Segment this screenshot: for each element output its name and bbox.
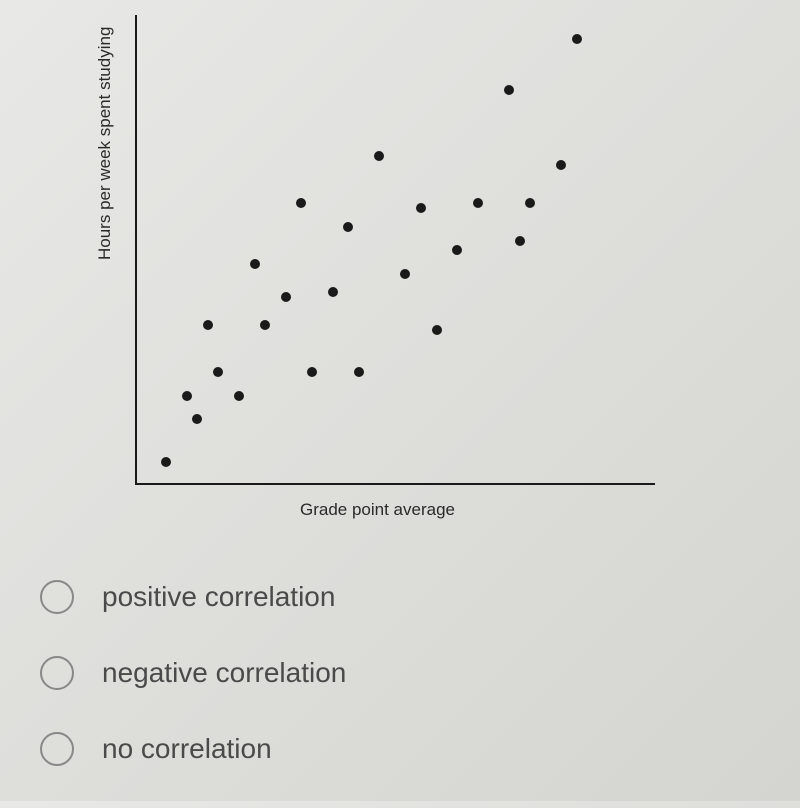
scatter-point	[400, 269, 410, 279]
scatter-point	[432, 325, 442, 335]
x-axis-line	[135, 483, 655, 485]
scatter-point	[354, 367, 364, 377]
option-label: no correlation	[102, 733, 272, 765]
option-label: positive correlation	[102, 581, 335, 613]
scatter-point	[452, 245, 462, 255]
option-label: negative correlation	[102, 657, 346, 689]
scatter-point	[515, 236, 525, 246]
scatter-point	[182, 391, 192, 401]
scatter-point	[374, 151, 384, 161]
scatter-point	[203, 320, 213, 330]
y-axis-label: Hours per week spent studying	[95, 27, 115, 260]
scatter-point	[343, 222, 353, 232]
scatter-point	[296, 198, 306, 208]
scatter-point	[192, 414, 202, 424]
scatter-point	[556, 160, 566, 170]
scatter-point	[504, 85, 514, 95]
x-axis-label: Grade point average	[300, 500, 455, 520]
scatter-chart: Hours per week spent studying Grade poin…	[115, 0, 675, 530]
scatter-point	[250, 259, 260, 269]
radio-button[interactable]	[40, 732, 74, 766]
option-row[interactable]: no correlation	[40, 732, 740, 766]
option-row[interactable]: positive correlation	[40, 580, 740, 614]
radio-button[interactable]	[40, 580, 74, 614]
scatter-point	[234, 391, 244, 401]
option-row[interactable]: negative correlation	[40, 656, 740, 690]
scatter-point	[161, 457, 171, 467]
radio-button[interactable]	[40, 656, 74, 690]
y-axis-line	[135, 15, 137, 485]
scatter-point	[525, 198, 535, 208]
scatter-point	[281, 292, 291, 302]
scatter-point	[416, 203, 426, 213]
scatter-point	[473, 198, 483, 208]
scatter-point	[572, 34, 582, 44]
scatter-point	[328, 287, 338, 297]
scatter-point	[307, 367, 317, 377]
scatter-point	[213, 367, 223, 377]
plot-area	[135, 15, 655, 485]
answer-options: positive correlation negative correlatio…	[40, 580, 740, 808]
scatter-point	[260, 320, 270, 330]
